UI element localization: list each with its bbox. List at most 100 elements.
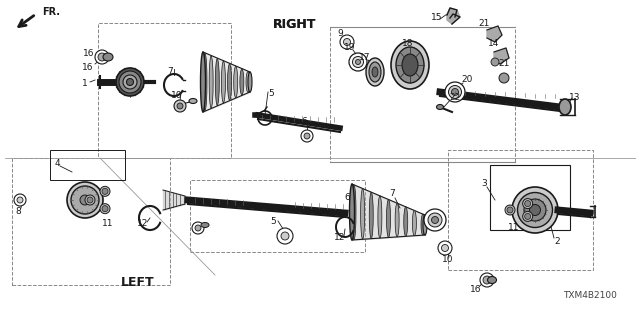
Circle shape (100, 204, 110, 214)
Ellipse shape (428, 213, 442, 227)
Text: LEFT: LEFT (121, 276, 155, 289)
Bar (490, 165, 570, 230)
Text: 1: 1 (82, 78, 88, 87)
Text: 22: 22 (449, 93, 461, 102)
Circle shape (177, 103, 183, 109)
Text: RIGHT: RIGHT (273, 19, 317, 31)
Ellipse shape (355, 60, 360, 65)
Text: 7: 7 (167, 68, 173, 76)
Text: 20: 20 (461, 76, 473, 84)
Circle shape (499, 73, 509, 83)
Circle shape (491, 58, 499, 66)
Text: 5: 5 (270, 218, 276, 227)
Ellipse shape (203, 53, 207, 111)
Text: 13: 13 (569, 93, 580, 102)
Text: 8: 8 (15, 207, 21, 217)
Text: TXM4B2100: TXM4B2100 (563, 291, 617, 300)
Ellipse shape (369, 192, 373, 239)
Circle shape (192, 222, 204, 234)
Text: 16: 16 (83, 50, 95, 59)
Text: 4: 4 (54, 158, 60, 167)
Ellipse shape (80, 195, 90, 205)
Text: 17: 17 (359, 52, 371, 61)
Ellipse shape (529, 204, 541, 215)
Circle shape (344, 38, 351, 45)
Bar (12, 158, 170, 285)
Text: 15: 15 (431, 12, 443, 21)
Bar (50, 150, 125, 180)
Ellipse shape (67, 182, 103, 218)
Ellipse shape (349, 53, 367, 71)
Ellipse shape (127, 78, 134, 85)
Circle shape (85, 195, 95, 205)
Circle shape (95, 50, 109, 64)
Ellipse shape (402, 54, 418, 76)
Ellipse shape (209, 56, 213, 108)
Ellipse shape (71, 186, 99, 214)
Ellipse shape (524, 199, 546, 221)
Ellipse shape (378, 196, 382, 238)
Ellipse shape (395, 203, 399, 237)
Ellipse shape (246, 72, 250, 92)
Ellipse shape (353, 57, 364, 68)
Circle shape (98, 53, 106, 61)
Text: 19: 19 (344, 44, 356, 52)
Ellipse shape (369, 62, 381, 82)
Circle shape (281, 232, 289, 240)
Text: 9: 9 (337, 28, 343, 37)
Text: 3: 3 (481, 179, 487, 188)
Text: 11: 11 (102, 219, 114, 228)
Circle shape (301, 130, 313, 142)
Circle shape (174, 100, 186, 112)
Circle shape (525, 201, 531, 207)
Ellipse shape (449, 85, 461, 99)
Text: 6: 6 (301, 117, 307, 126)
Ellipse shape (349, 184, 355, 240)
Ellipse shape (559, 99, 571, 115)
Polygon shape (494, 48, 509, 64)
Ellipse shape (123, 75, 137, 89)
Ellipse shape (451, 89, 458, 95)
Bar (98, 23, 231, 158)
Ellipse shape (221, 61, 225, 103)
Bar (190, 180, 365, 252)
Circle shape (277, 228, 293, 244)
Text: 12: 12 (138, 220, 148, 228)
Ellipse shape (366, 58, 384, 86)
Text: 6: 6 (344, 194, 350, 203)
Text: 12: 12 (334, 234, 346, 243)
Bar (448, 150, 593, 270)
Polygon shape (487, 26, 502, 42)
Ellipse shape (436, 105, 444, 109)
Circle shape (505, 205, 515, 215)
Circle shape (100, 186, 110, 196)
Ellipse shape (189, 99, 197, 103)
Text: 16: 16 (83, 62, 93, 71)
Circle shape (523, 212, 532, 221)
Text: 16: 16 (470, 285, 482, 294)
Ellipse shape (372, 67, 378, 77)
Ellipse shape (200, 52, 205, 112)
Circle shape (438, 241, 452, 255)
Text: 10: 10 (172, 91, 183, 100)
Ellipse shape (518, 193, 552, 228)
Ellipse shape (228, 64, 232, 100)
Circle shape (17, 197, 23, 203)
Ellipse shape (240, 69, 244, 95)
Text: FR.: FR. (42, 7, 60, 17)
Text: 21: 21 (478, 20, 490, 28)
Ellipse shape (103, 53, 113, 61)
Ellipse shape (404, 207, 408, 236)
Polygon shape (447, 8, 460, 24)
Ellipse shape (360, 188, 365, 239)
Circle shape (340, 35, 354, 49)
Ellipse shape (234, 67, 237, 98)
Ellipse shape (116, 68, 144, 96)
Circle shape (480, 273, 494, 287)
Ellipse shape (248, 72, 252, 92)
Circle shape (14, 194, 26, 206)
Ellipse shape (201, 222, 209, 228)
Text: RIGHT: RIGHT (273, 19, 317, 31)
Text: 5: 5 (268, 89, 274, 98)
Text: 11: 11 (508, 223, 520, 233)
